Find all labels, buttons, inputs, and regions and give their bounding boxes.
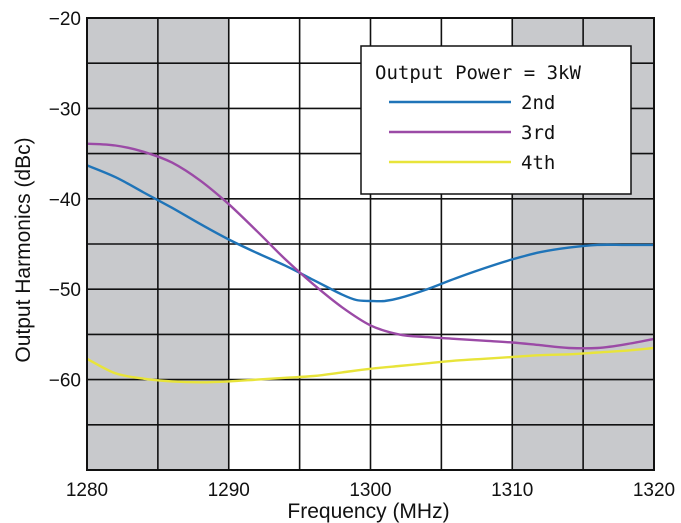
series-line-3rd: [86, 142, 655, 350]
legend-label-3rd: 3rd: [521, 122, 555, 144]
y-tick-labels: −20 −30 −40 −50 −60: [49, 9, 81, 392]
x-tick-label: 1310: [491, 480, 533, 501]
legend-entries: 2nd 3rd 4th: [389, 92, 555, 174]
x-tick-label: 1290: [208, 480, 250, 501]
x-tick-label: 1280: [66, 480, 108, 501]
legend-box: [360, 45, 632, 195]
x-axis-title: Frequency (MHz): [287, 500, 449, 523]
x-tick-label: 1300: [349, 480, 391, 501]
plot-frame: [86, 17, 655, 471]
y-tick-label: −50: [49, 280, 81, 301]
series-line-4th: [86, 346, 655, 384]
legend-label-4th: 4th: [521, 152, 555, 174]
legend-label-2nd: 2nd: [521, 92, 555, 114]
legend-title: Output Power = 3kW: [375, 62, 581, 84]
y-tick-label: −40: [49, 190, 81, 211]
x-tick-label: 1320: [633, 480, 675, 501]
x-tick-labels: 1280 1290 1300 1310 1320: [66, 480, 675, 501]
y-tick-label: −60: [49, 371, 81, 392]
y-tick-label: −30: [49, 99, 81, 120]
series-line-2nd: [86, 164, 654, 303]
y-tick-label: −20: [49, 9, 81, 30]
series-lines: [86, 142, 655, 384]
y-axis-title: Output Harmonics (dBc): [12, 137, 35, 362]
legend: Output Power = 3kW 2nd 3rd 4th: [360, 45, 632, 195]
